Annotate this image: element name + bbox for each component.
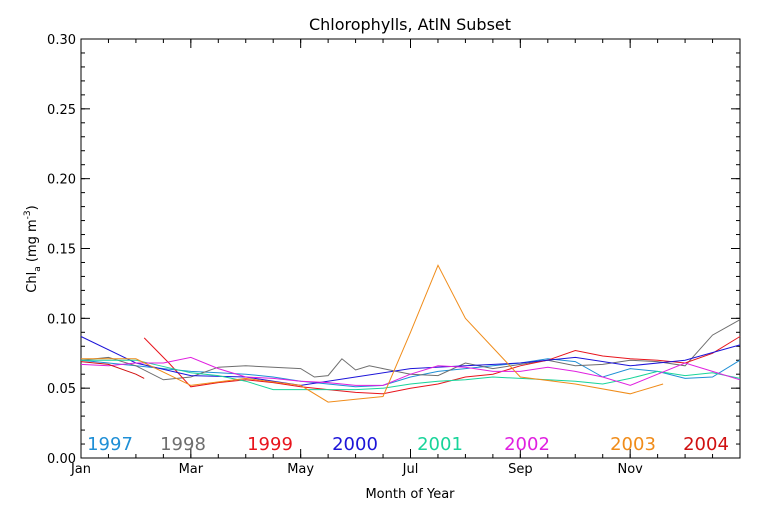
series-line-1999 xyxy=(143,336,741,395)
x-tick-label: Nov xyxy=(617,462,643,477)
legend-entry-1997: 1997 xyxy=(87,434,133,455)
legend: 1997 1998 1999 2000 2001 2002 2003 2004 xyxy=(87,434,729,455)
y-axis-label: Chla (mg m-3) xyxy=(23,205,43,292)
series-line-2000 xyxy=(80,336,741,386)
legend-entry-2003: 2003 xyxy=(610,434,656,455)
series-line-1997 xyxy=(80,358,741,388)
x-tick-label: Jul xyxy=(402,462,419,477)
legend-entry-2000: 2000 xyxy=(332,434,378,455)
y-tick-label: 0.15 xyxy=(47,243,76,258)
legend-entry-2002: 2002 xyxy=(504,434,550,455)
y-axis-label-unit-open: (mg m xyxy=(25,219,40,266)
y-tick-label: 0.00 xyxy=(47,452,76,467)
plot-frame xyxy=(80,38,741,459)
x-axis-label: Month of Year xyxy=(365,487,455,502)
series-line-2002 xyxy=(80,356,741,386)
y-tick-label: 0.10 xyxy=(47,312,76,327)
y-axis-label-sup: -3 xyxy=(23,210,33,219)
legend-entry-1999: 1999 xyxy=(247,434,293,455)
x-tick-label: May xyxy=(287,462,314,477)
x-tick-label: Sep xyxy=(508,462,533,477)
axis-tick-labels: Jan Mar May Jul Sep Nov 0.00 0.05 0.10 0.15 0.20 0.… xyxy=(47,33,643,477)
x-tick-label: Mar xyxy=(179,462,204,477)
legend-entry-1998: 1998 xyxy=(160,434,206,455)
y-axis-label-sub: a xyxy=(33,266,43,272)
axis-ticks xyxy=(80,38,741,459)
series-line-2003 xyxy=(81,264,664,403)
y-tick-label: 0.20 xyxy=(47,173,76,188)
series-line-1998 xyxy=(80,319,741,381)
chart-title: Chlorophylls, AtlN Subset xyxy=(309,15,511,34)
y-tick-label: 0.25 xyxy=(47,103,76,118)
series-lines xyxy=(80,264,741,403)
y-tick-label: 0.30 xyxy=(47,33,76,48)
series-line-2001 xyxy=(81,359,741,391)
y-axis-label-main: Chl xyxy=(25,272,40,293)
series-line-2004 xyxy=(80,361,145,379)
y-tick-label: 0.05 xyxy=(47,382,76,397)
x-tick-label: Jan xyxy=(70,462,91,477)
legend-entry-2001: 2001 xyxy=(417,434,463,455)
y-axis-label-unit-close: ) xyxy=(25,205,40,210)
legend-entry-2004: 2004 xyxy=(683,434,729,455)
